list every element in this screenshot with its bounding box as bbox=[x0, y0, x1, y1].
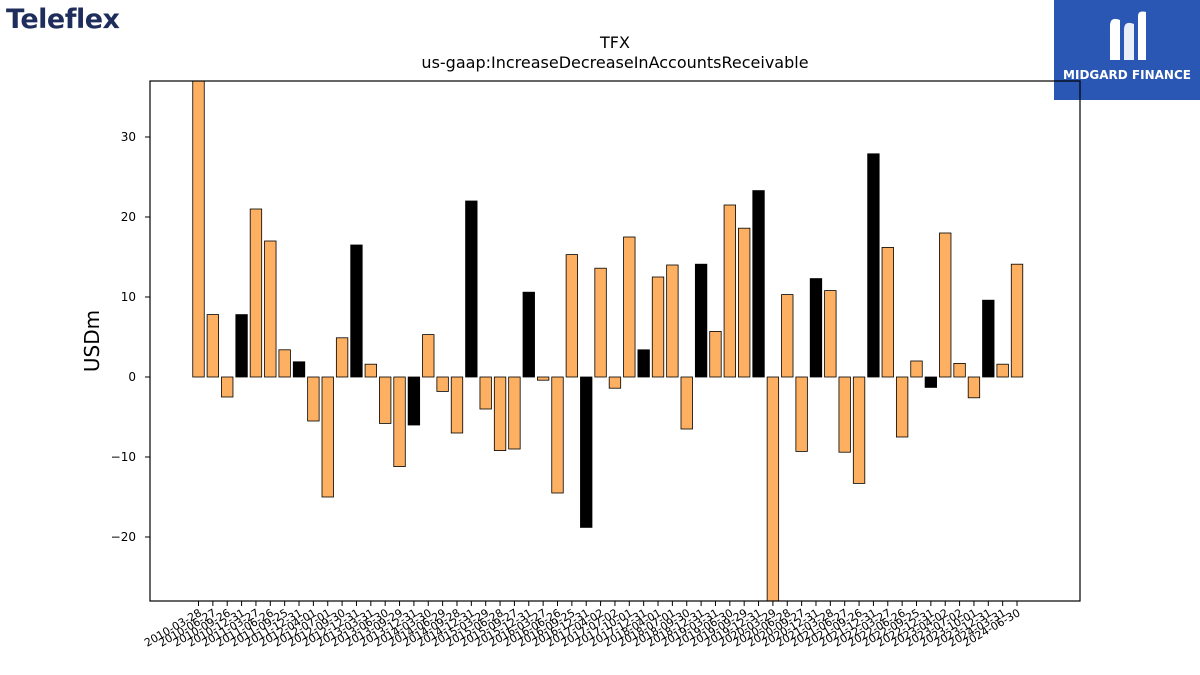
bar-2014-03-30 bbox=[422, 334, 435, 378]
bar-2019-12-31 bbox=[752, 190, 765, 378]
bar-2017-07-02 bbox=[608, 376, 622, 389]
bar-2012-12-31 bbox=[350, 244, 363, 378]
bar-2011-09-25 bbox=[278, 349, 291, 378]
bar-2016-09-25 bbox=[565, 254, 579, 378]
bar-2020-12-31 bbox=[809, 278, 823, 378]
bar-2013-12-31 bbox=[407, 376, 421, 426]
bar-2018-04-01 bbox=[651, 276, 665, 378]
bar-2011-12-31 bbox=[292, 361, 306, 378]
bar-2010-09-26 bbox=[221, 376, 234, 398]
y-tick-label: 30 bbox=[121, 130, 136, 144]
bar-2020-09-27 bbox=[795, 376, 808, 452]
bar-2017-04-02 bbox=[594, 267, 607, 378]
bar-2019-03-31 bbox=[709, 330, 722, 378]
bar-2022-03-27 bbox=[881, 246, 894, 378]
bar-2015-09-27 bbox=[508, 376, 521, 450]
bar-2016-12-31 bbox=[580, 376, 593, 528]
bar-2010-03-28 bbox=[192, 80, 205, 378]
y-axis-label: USDm bbox=[80, 310, 104, 372]
bar-2021-09-26 bbox=[852, 376, 866, 484]
x-axis: 2010-03-282010-06-272010-09-262010-12-31… bbox=[142, 601, 1023, 650]
y-tick-label: −20 bbox=[111, 530, 136, 544]
chart-subtitle: us-gaap:IncreaseDecreaseInAccountsReceiv… bbox=[421, 53, 808, 72]
teleflex-logo-text: Teleflex bbox=[6, 4, 120, 35]
bar-2019-06-30 bbox=[723, 204, 736, 378]
bar-2021-12-31 bbox=[867, 153, 880, 378]
bar-2018-09-30 bbox=[680, 376, 693, 430]
bar-2024-03-31 bbox=[996, 363, 1009, 378]
bar-2024-06-30 bbox=[1010, 263, 1024, 378]
bar-2022-06-26 bbox=[895, 376, 909, 438]
bar-2023-04-02 bbox=[939, 232, 952, 378]
bar-2017-10-01 bbox=[623, 236, 636, 378]
bar-2023-07-02 bbox=[953, 362, 966, 378]
y-tick-label: −10 bbox=[111, 450, 136, 464]
bar-2012-04-01 bbox=[307, 376, 320, 422]
y-tick-label: 0 bbox=[128, 370, 136, 384]
y-axis: −20 −10 0 10 20 30 bbox=[111, 130, 150, 544]
bar-2016-03-27 bbox=[536, 376, 550, 381]
bar-2015-06-28 bbox=[493, 376, 507, 451]
bar-2014-09-28 bbox=[450, 376, 464, 434]
bar-2018-07-01 bbox=[666, 264, 679, 378]
bar-2017-12-31 bbox=[637, 349, 650, 378]
midgard-finance-watermark: MIDGARD FINANCE bbox=[1054, 0, 1200, 100]
bar-2014-06-29 bbox=[436, 376, 449, 392]
bar-2011-06-26 bbox=[264, 240, 277, 378]
bar-2015-03-29 bbox=[479, 376, 492, 410]
bar-2022-12-31 bbox=[924, 376, 938, 388]
plot-frame bbox=[149, 80, 1081, 602]
bars-group bbox=[192, 80, 1024, 602]
bar-2022-09-25 bbox=[910, 360, 923, 378]
bar-2019-09-29 bbox=[738, 227, 751, 378]
y-tick-label: 10 bbox=[121, 290, 136, 304]
bar-2013-09-29 bbox=[393, 376, 406, 467]
bar-2012-09-30 bbox=[335, 337, 349, 378]
bar-2012-07-01 bbox=[321, 376, 334, 498]
bar-2016-06-26 bbox=[551, 376, 564, 494]
bar-2013-06-30 bbox=[379, 376, 392, 424]
y-tick-label: 20 bbox=[121, 210, 136, 224]
chart-title: TFX bbox=[599, 33, 630, 52]
bar-2023-10-01 bbox=[967, 376, 981, 399]
bar-2014-12-31 bbox=[465, 200, 478, 378]
bar-2021-06-27 bbox=[838, 376, 851, 453]
midgard-finance-label: MIDGARD FINANCE bbox=[1063, 68, 1191, 82]
bar-2010-06-27 bbox=[206, 314, 220, 378]
teleflex-logo: Teleflex bbox=[6, 4, 120, 35]
bar-2023-12-31 bbox=[982, 299, 995, 378]
bar-2013-03-31 bbox=[364, 363, 377, 378]
bar-2020-03-29 bbox=[766, 376, 780, 602]
bar-2018-12-31 bbox=[694, 263, 708, 378]
bar-2021-03-28 bbox=[824, 290, 837, 378]
bar-2020-06-28 bbox=[781, 294, 794, 378]
bar-2015-12-31 bbox=[522, 291, 535, 378]
bar-2011-03-27 bbox=[249, 208, 263, 378]
midgard-logo-icon bbox=[1110, 11, 1146, 60]
bar-2010-12-31 bbox=[235, 314, 248, 378]
